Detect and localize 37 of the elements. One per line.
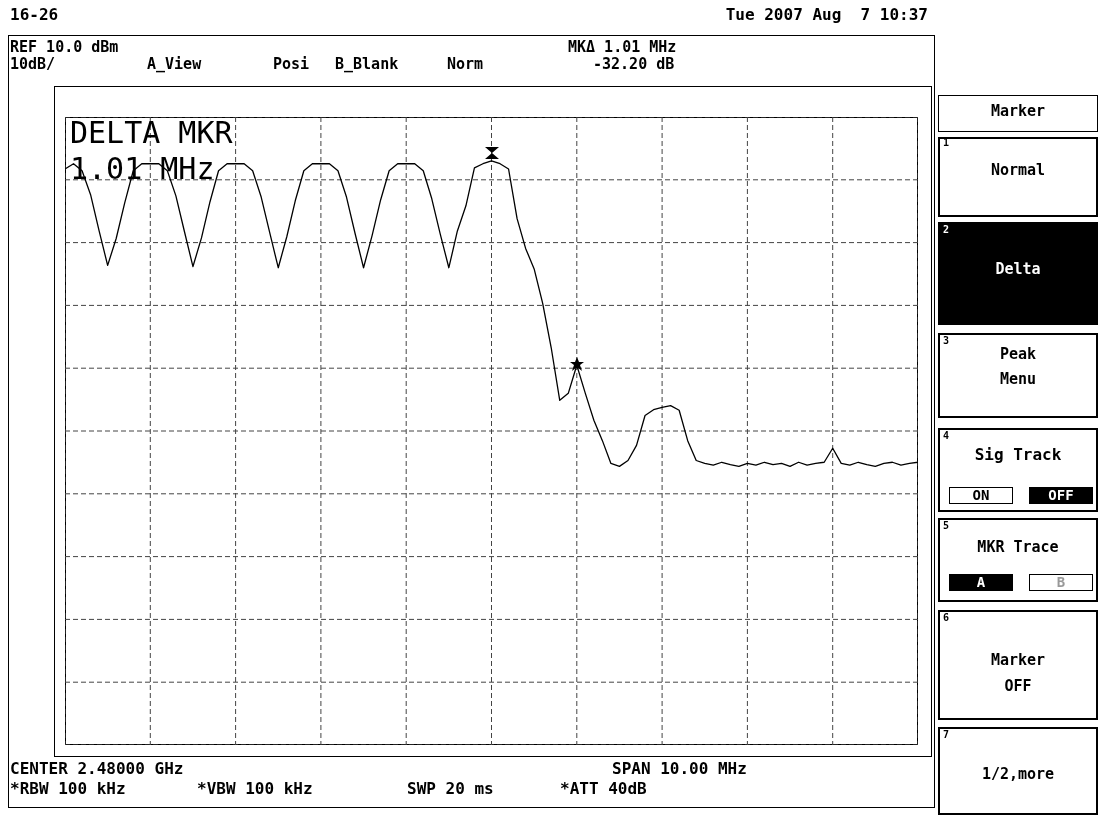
text: Tue 2007 Aug 7 10:37	[724, 5, 928, 24]
text: 16-26	[10, 5, 59, 24]
text: A	[949, 574, 1013, 592]
text: 2	[943, 224, 950, 235]
text: Marker	[989, 651, 1047, 669]
text: SWP 20 ms	[407, 779, 494, 798]
text: Menu	[998, 370, 1038, 388]
text: -32.20 dB	[593, 55, 675, 73]
text: 1/2,more	[980, 765, 1056, 783]
text: *ATT 40dB	[560, 779, 647, 798]
text: ON	[949, 487, 1013, 505]
text: Peak	[998, 345, 1038, 363]
text: Sig Track	[973, 445, 1063, 464]
text: OFF	[1029, 487, 1093, 505]
text: DELTA MKR	[70, 115, 233, 150]
text: Norm	[447, 55, 484, 73]
text: Delta	[994, 260, 1042, 278]
text: 3	[943, 335, 950, 346]
text: 7	[943, 729, 950, 740]
text: Normal	[989, 161, 1047, 179]
text: 10dB/	[10, 55, 56, 73]
text: Posi	[273, 55, 310, 73]
text: MKR Trace	[976, 538, 1060, 556]
text: MKΔ 1.01 MHz	[568, 38, 677, 56]
text: 6	[943, 612, 950, 623]
text: 4	[943, 430, 950, 441]
text: CENTER 2.48000 GHz	[10, 759, 184, 778]
text: REF 10.0 dBm	[10, 38, 119, 56]
text: Marker	[989, 102, 1047, 120]
text: OFF	[1003, 677, 1033, 695]
text: A_View	[147, 55, 202, 73]
text: *VBW 100 kHz	[197, 779, 313, 798]
text: SPAN 10.00 MHz	[612, 759, 747, 778]
text: *RBW 100 kHz	[10, 779, 126, 798]
text: B_Blank	[335, 55, 399, 73]
text: 5	[943, 520, 950, 531]
text: B	[1029, 574, 1093, 592]
